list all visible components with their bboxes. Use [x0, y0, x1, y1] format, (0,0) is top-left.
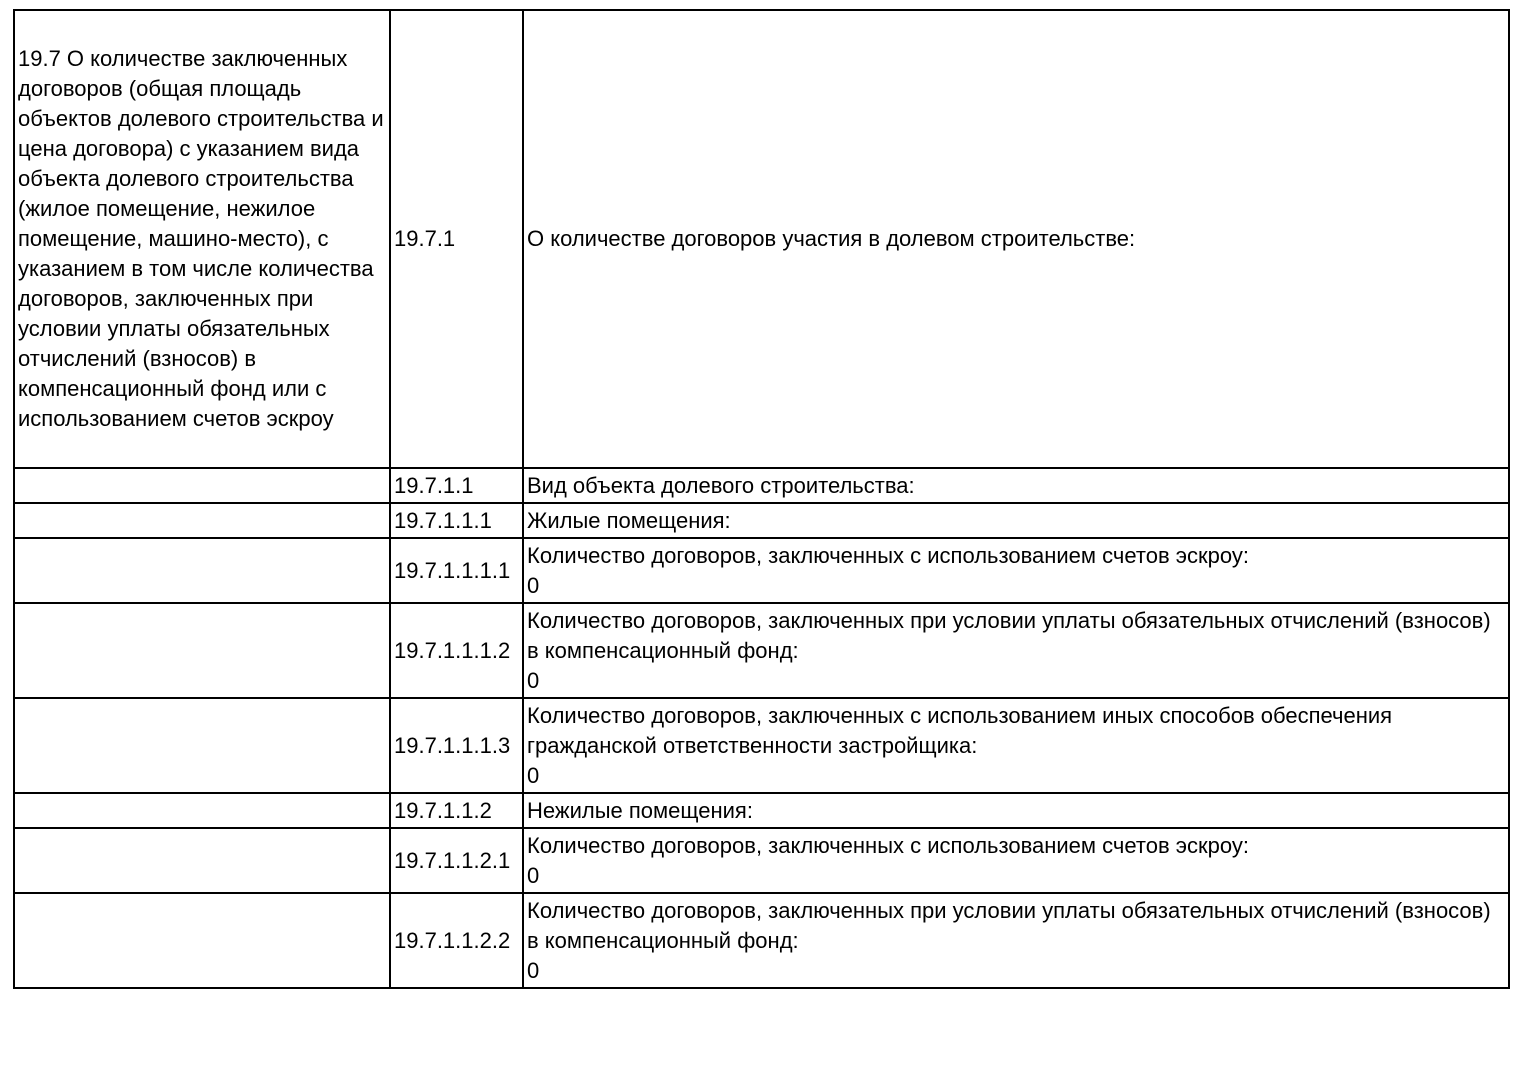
- row-value: 0: [527, 957, 540, 983]
- row-code: 19.7.1.1.1: [389, 502, 524, 539]
- row-value: 0: [527, 667, 540, 693]
- table-row: 19.7.1.1.1.2 Количество договоров, заклю…: [13, 602, 1510, 699]
- section-empty-cell: [13, 892, 391, 989]
- row-label: Количество договоров, заключенных с испо…: [527, 702, 1393, 758]
- row-value: 0: [527, 862, 540, 888]
- row-label: Количество договоров, заключенных при ус…: [527, 607, 1491, 663]
- section-empty-cell: [13, 502, 391, 539]
- row-description-cell: Нежилые помещения:: [522, 792, 1510, 829]
- section-empty-cell: [13, 792, 391, 829]
- row-code: 19.7.1.1.1.1: [389, 537, 524, 604]
- row-label: О количестве договоров участия в долевом…: [527, 226, 1136, 251]
- section-heading-text: 19.7 О количестве заключенных договоров …: [18, 46, 384, 431]
- table-row: 19.7.1.1 Вид объекта долевого строительс…: [13, 467, 1510, 504]
- section-empty-cell: [13, 697, 391, 794]
- table-row: 19.7 О количестве заключенных договоров …: [13, 9, 1510, 469]
- table-row: 19.7.1.1.1.1 Количество договоров, заклю…: [13, 537, 1510, 604]
- row-label: Количество договоров, заключенных при ус…: [527, 897, 1491, 953]
- row-label: Жилые помещения:: [527, 507, 731, 533]
- row-description-cell: Количество договоров, заключенных с испо…: [522, 827, 1510, 894]
- row-code: 19.7.1.1.2.2: [389, 892, 524, 989]
- section-empty-cell: [13, 827, 391, 894]
- row-description-cell: Вид объекта долевого строительства:: [522, 467, 1510, 504]
- row-description-cell: Количество договоров, заключенных при ус…: [522, 602, 1510, 699]
- row-description-cell: Количество договоров, заключенных с испо…: [522, 697, 1510, 794]
- row-code: 19.7.1.1.2.1: [389, 827, 524, 894]
- row-description-cell: О количестве договоров участия в долевом…: [522, 9, 1510, 469]
- section-empty-cell: [13, 467, 391, 504]
- row-code: 19.7.1.1.2: [389, 792, 524, 829]
- declaration-table: 19.7 О количестве заключенных договоров …: [13, 9, 1510, 989]
- row-value: 0: [527, 762, 540, 788]
- row-code: 19.7.1.1: [389, 467, 524, 504]
- row-value: 0: [527, 572, 540, 598]
- table-row: 19.7.1.1.2 Нежилые помещения:: [13, 792, 1510, 829]
- section-heading-cell: 19.7 О количестве заключенных договоров …: [13, 9, 391, 469]
- row-label: Нежилые помещения:: [527, 797, 753, 823]
- row-label: Вид объекта долевого строительства:: [527, 472, 915, 498]
- row-code: 19.7.1.1.1.3: [389, 697, 524, 794]
- table-row: 19.7.1.1.1 Жилые помещения:: [13, 502, 1510, 539]
- section-empty-cell: [13, 537, 391, 604]
- row-label: Количество договоров, заключенных с испо…: [527, 542, 1249, 568]
- row-code: 19.7.1: [389, 9, 524, 469]
- table-row: 19.7.1.1.1.3 Количество договоров, заклю…: [13, 697, 1510, 794]
- table-row: 19.7.1.1.2.2 Количество договоров, заклю…: [13, 892, 1510, 989]
- row-description-cell: Количество договоров, заключенных с испо…: [522, 537, 1510, 604]
- row-description-cell: Количество договоров, заключенных при ус…: [522, 892, 1510, 989]
- row-description-cell: Жилые помещения:: [522, 502, 1510, 539]
- row-code: 19.7.1.1.1.2: [389, 602, 524, 699]
- row-label: Количество договоров, заключенных с испо…: [527, 832, 1249, 858]
- table-row: 19.7.1.1.2.1 Количество договоров, заклю…: [13, 827, 1510, 894]
- section-empty-cell: [13, 602, 391, 699]
